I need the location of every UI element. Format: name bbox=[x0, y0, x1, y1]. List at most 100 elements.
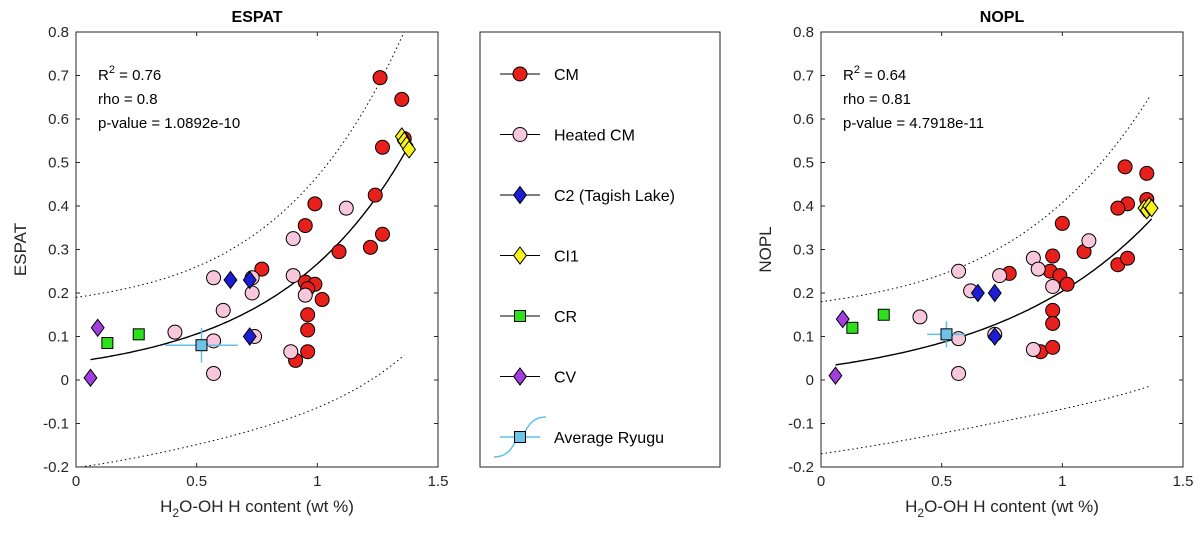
data-point-c2 bbox=[970, 283, 985, 303]
y-axis-label: NOPL bbox=[756, 226, 775, 272]
x-axis-label-part: H bbox=[160, 497, 172, 516]
data-point-cm bbox=[300, 307, 316, 323]
x-axis-label: H2O-OH H content (wt %) bbox=[160, 497, 354, 520]
series-ci1 bbox=[394, 127, 417, 159]
y-tick-label: 0.6 bbox=[793, 111, 814, 128]
y-axis-label: ESPAT bbox=[11, 223, 30, 276]
r-squared-sup: 2 bbox=[854, 64, 860, 76]
data-point-cm bbox=[367, 187, 383, 203]
legend-label-cm: CM bbox=[554, 67, 579, 84]
legend-label-ryugu: Average Ryugu bbox=[554, 430, 664, 447]
x-tick-label: 1.5 bbox=[1173, 473, 1194, 490]
data-point-cm bbox=[1119, 250, 1135, 266]
series-c2 bbox=[223, 270, 257, 346]
r-squared-sup: 2 bbox=[109, 64, 115, 76]
data-point-cm bbox=[331, 244, 347, 260]
data-point-heated bbox=[1045, 278, 1061, 294]
data-point-ci1 bbox=[402, 140, 417, 159]
r-squared-text: R2 = 0.64 bbox=[843, 64, 906, 84]
x-tick-label: 1 bbox=[313, 473, 321, 490]
data-point-c2 bbox=[987, 327, 1002, 346]
legend-label-cr: CR bbox=[554, 309, 577, 326]
legend-label-heated: Heated CM bbox=[554, 128, 635, 145]
data-point-cm bbox=[300, 344, 316, 360]
x-axis-label-sub: 2 bbox=[172, 506, 179, 520]
series-cm bbox=[254, 70, 412, 368]
data-point-heated bbox=[951, 263, 967, 279]
data-point-heated bbox=[951, 365, 967, 381]
data-point-heated bbox=[206, 365, 222, 381]
series-cm bbox=[1001, 159, 1155, 360]
data-point-cm bbox=[1045, 315, 1061, 331]
series-cr bbox=[846, 308, 890, 334]
y-tick-label: 0 bbox=[61, 372, 69, 389]
data-point-heated bbox=[283, 344, 299, 360]
data-point-cm bbox=[300, 322, 316, 338]
data-point-cm bbox=[1110, 200, 1126, 216]
data-point-cm bbox=[1045, 339, 1061, 355]
data-point-c2 bbox=[242, 327, 257, 346]
x-axis-label-part: O-OH H content (wt %) bbox=[179, 497, 354, 516]
data-point-cm bbox=[362, 239, 378, 255]
data-point-heated bbox=[206, 270, 222, 286]
legend-box bbox=[479, 31, 721, 468]
r-squared-prefix: R bbox=[843, 67, 854, 84]
r-squared-value: = 0.76 bbox=[115, 67, 161, 84]
data-point-cr bbox=[101, 337, 114, 350]
y-tick-label: 0.4 bbox=[48, 198, 69, 215]
legend-item-c2: C2 (Tagish Lake) bbox=[500, 185, 675, 205]
x-tick-label: 0.5 bbox=[186, 473, 207, 490]
data-point-heated bbox=[1081, 233, 1097, 249]
x-axis-label-sub: 2 bbox=[917, 506, 924, 520]
curves bbox=[76, 32, 408, 467]
curves bbox=[821, 97, 1153, 455]
data-point-cm bbox=[1045, 302, 1061, 318]
series-c2 bbox=[970, 283, 1002, 346]
y-tick-label: 0.1 bbox=[793, 329, 814, 346]
data-point-cm bbox=[1139, 165, 1155, 181]
legend-marker-heated bbox=[512, 127, 528, 142]
x-tick-label: 1.5 bbox=[428, 473, 449, 490]
fit-line bbox=[835, 218, 1153, 366]
r-squared-prefix: R bbox=[98, 67, 109, 84]
data-point-cm bbox=[1117, 159, 1133, 175]
series-cv bbox=[828, 309, 850, 385]
lower-bound-line bbox=[77, 354, 405, 467]
y-tick-label: -0.1 bbox=[788, 416, 814, 433]
data-point-cm bbox=[307, 196, 323, 212]
x-axis-label-part: H bbox=[905, 497, 917, 516]
x-tick-label: 0 bbox=[817, 473, 825, 490]
data-point-heated bbox=[912, 309, 928, 325]
y-tick-label: 0.7 bbox=[48, 68, 69, 85]
data-point-cr bbox=[846, 321, 859, 334]
espat-panel: 0 0.5 1 1.5 -0.2 -0.1 0 0.1 0.2 0.3 0.4 0.5 0.6 0.7 0.… bbox=[11, 9, 448, 520]
legend-item-ci1: CI1 bbox=[500, 246, 579, 266]
data-point-heated bbox=[285, 231, 301, 247]
data-point-heated bbox=[215, 302, 231, 318]
data-point-cm bbox=[1054, 215, 1070, 231]
legend-item-cv: CV bbox=[500, 367, 577, 387]
legend-label-c2: C2 (Tagish Lake) bbox=[554, 188, 675, 205]
y-tick-label: 0.5 bbox=[48, 155, 69, 172]
legend-label-ci1: CI1 bbox=[554, 249, 579, 266]
legend-item-cr: CR bbox=[500, 309, 577, 326]
data-point-heated bbox=[338, 200, 354, 216]
upper-bound-line bbox=[821, 97, 1150, 303]
data-point-c2 bbox=[987, 283, 1002, 303]
x-tick-label: 0 bbox=[72, 473, 80, 490]
data-point-cm bbox=[1045, 248, 1061, 264]
plot-area bbox=[75, 31, 439, 468]
legend-marker-ci1 bbox=[513, 246, 527, 265]
y-tick-label: 0.8 bbox=[48, 24, 69, 41]
series-cr bbox=[101, 328, 145, 350]
data-point-heated bbox=[1030, 261, 1046, 277]
data-point-ryugu bbox=[195, 339, 208, 352]
y-tick-label: -0.2 bbox=[43, 459, 69, 476]
legend-marker-cm bbox=[512, 66, 528, 82]
data-point-cr bbox=[877, 308, 890, 321]
lower-bound-line bbox=[821, 385, 1150, 455]
legend-label-cv: CV bbox=[554, 370, 577, 387]
data-point-cm bbox=[372, 70, 388, 86]
legend-marker-cv bbox=[513, 367, 527, 386]
y-tick-label: 0.7 bbox=[793, 68, 814, 85]
